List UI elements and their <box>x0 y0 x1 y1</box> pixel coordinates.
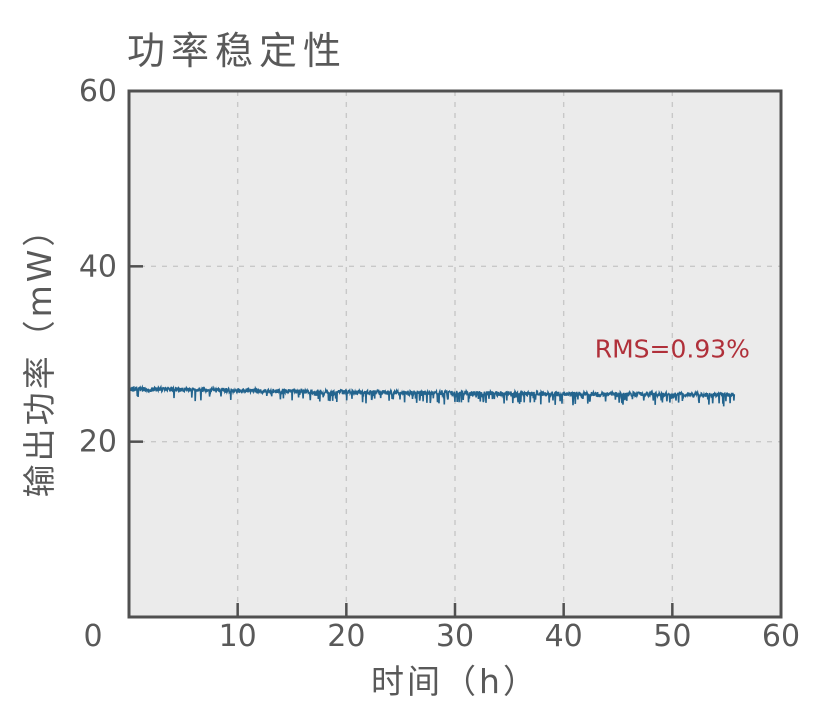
plot-frame <box>127 89 783 619</box>
x-tick-label: 10 <box>219 619 257 654</box>
x-tick-label: 30 <box>436 619 474 654</box>
power-series-line <box>128 384 736 407</box>
x-tick-label: 50 <box>653 619 691 654</box>
plot-background <box>129 91 781 617</box>
x-axis-label: 时间（h） <box>371 662 539 701</box>
rms-annotation: RMS=0.93% <box>595 335 750 364</box>
y-tick-label: 40 <box>79 249 117 284</box>
x-tick-label: 20 <box>327 619 365 654</box>
x-tick-label: 60 <box>762 619 800 654</box>
chart-title: 功率稳定性 <box>127 29 348 73</box>
origin-tick-label: 0 <box>83 619 102 654</box>
x-tick-label: 40 <box>545 619 583 654</box>
y-tick-label: 60 <box>79 74 117 109</box>
y-tick-label: 20 <box>79 425 117 460</box>
